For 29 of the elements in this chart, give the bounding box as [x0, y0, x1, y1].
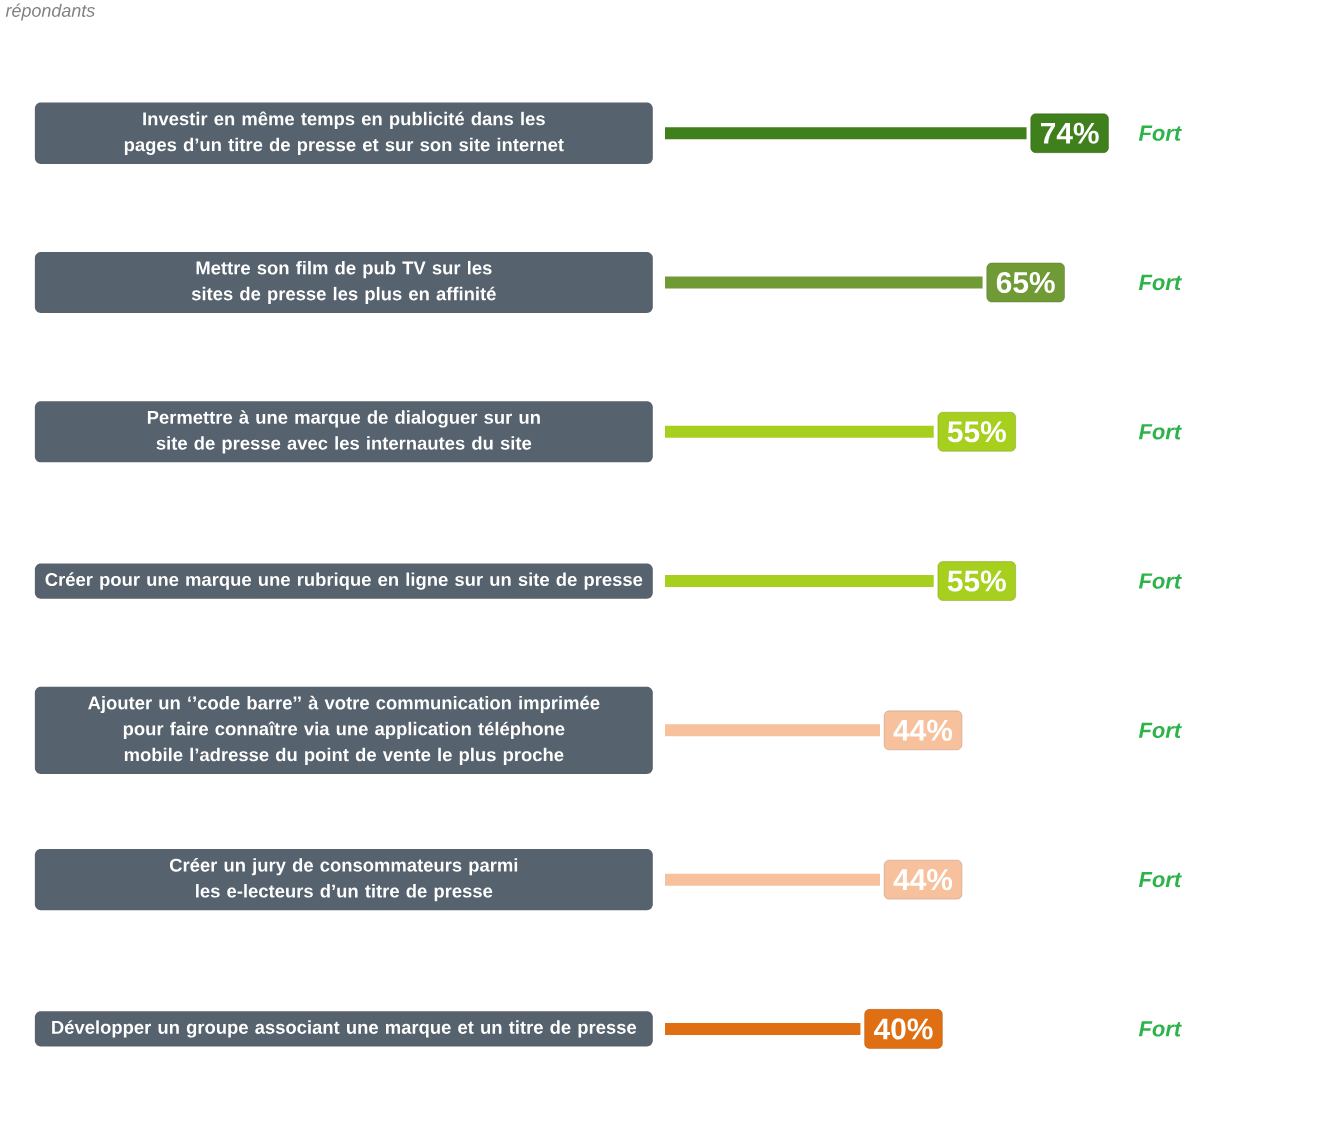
y-tick-label: Ajouter un ‘’code barre’’ à votre communication imprimée pour faire connaître via une application téléphone mobile l’adresse du point de vente le plus proche [88, 695, 600, 765]
text: Fort [1138, 573, 1182, 589]
bar [665, 873, 880, 886]
y-tick-label: Investir en même temps en publicité dans les pages d’un titre de presse et sur son site internet [124, 111, 564, 155]
y-tick-label: Mettre son film de pub TV sur les sites de presse les plus en affinité [191, 260, 496, 305]
data-label: 74% [1040, 122, 1099, 144]
data-label: 55% [947, 570, 1006, 592]
text: Fort [1138, 871, 1182, 888]
data-label: 44% [893, 719, 953, 741]
text: Fort [1138, 274, 1182, 291]
bar [665, 1022, 861, 1035]
bar [665, 425, 934, 438]
y-tick-label: Créer un jury de consommateurs parmi les e-lecteurs d’un titre de presse [169, 858, 518, 902]
y-tick-label: Développer un groupe associant une marque et un titre de presse [52, 1020, 637, 1038]
y-tick-label: Créer pour une marque une rubrique en ligne sur un site de presse [45, 572, 643, 590]
text: Fort [1138, 424, 1182, 440]
bar [665, 724, 880, 737]
data-label: 44% [893, 869, 953, 891]
text: répondants [5, 3, 95, 21]
y-tick-label: Permettre à une marque de dialoguer sur un site de presse avec les internautes du site [147, 410, 540, 454]
text: Fort [1138, 1021, 1182, 1037]
data-label: 55% [947, 421, 1006, 443]
bar [665, 276, 983, 289]
text: Fort [1138, 125, 1182, 141]
data-label: 65% [996, 271, 1055, 294]
text: Fort [1138, 722, 1182, 738]
data-label: 40% [874, 1018, 933, 1040]
bar [665, 575, 934, 588]
bar [665, 127, 1027, 140]
